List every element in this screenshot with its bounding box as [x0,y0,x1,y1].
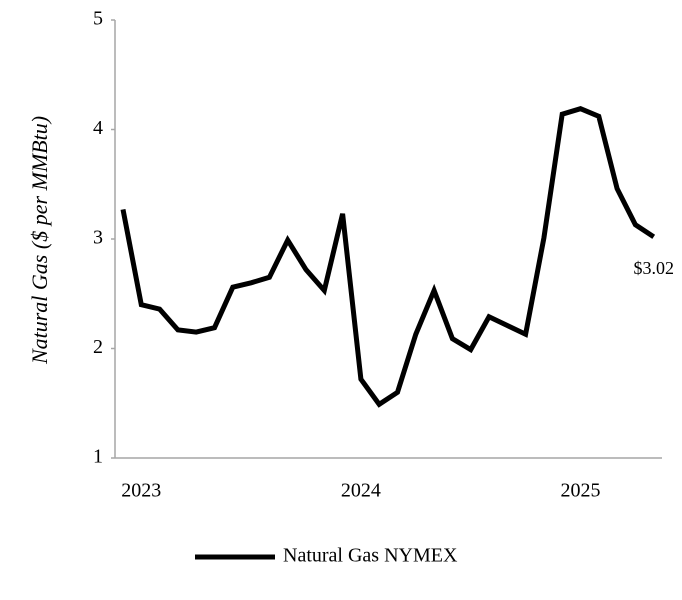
y-tick-label: 1 [93,446,103,468]
x-tick-label: 2023 [121,480,161,502]
y-tick-label: 4 [93,117,103,139]
line [120,106,656,408]
legend-label: Natural Gas NYMEX [283,545,458,567]
y-tick-label: 3 [93,227,103,249]
data-label: $3.02 [633,258,674,278]
y-tick-label: 5 [93,8,103,30]
x-tick-label: 2024 [341,480,381,502]
x-tick-label: 2025 [561,480,601,502]
y-axis-title: Natural Gas ($ per MMBtu) [27,116,52,365]
y-tick-label: 2 [93,336,103,358]
